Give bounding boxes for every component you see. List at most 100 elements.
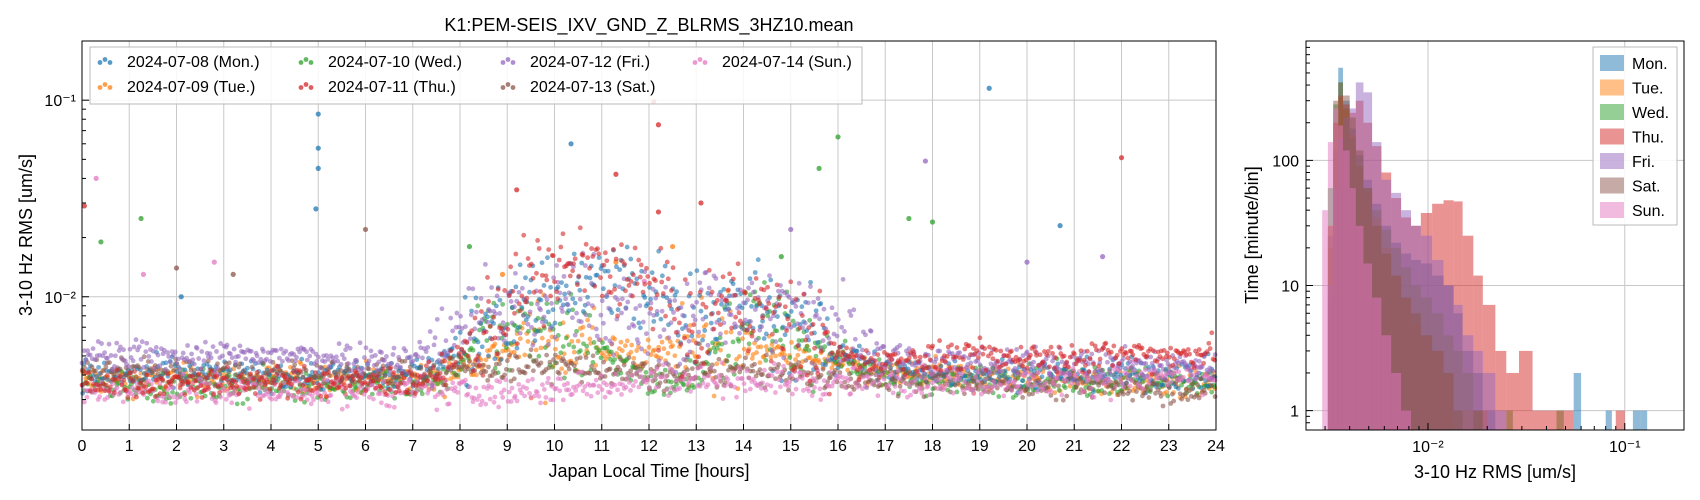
scatter-point: [805, 300, 811, 306]
scatter-point: [703, 304, 709, 310]
scatter-point: [447, 355, 453, 361]
scatter-point: [556, 371, 562, 376]
scatter-point: [1193, 376, 1199, 382]
scatter-point: [619, 242, 624, 248]
scatter-point: [1107, 366, 1113, 372]
scatter-point: [628, 368, 633, 374]
scatter-point: [548, 293, 553, 299]
scatter-point: [304, 349, 309, 355]
scatter-point: [475, 303, 481, 309]
scatter-point: [102, 350, 108, 355]
scatter-point: [804, 372, 810, 378]
scatter-point: [924, 365, 929, 371]
scatter-point: [663, 374, 668, 380]
scatter-point: [996, 394, 1002, 399]
scatter-point: [1134, 389, 1139, 394]
scatter-point: [820, 322, 826, 328]
scatter-point: [985, 384, 991, 390]
scatter-point: [1166, 368, 1172, 374]
scatter-point: [517, 336, 523, 342]
scatter-point: [692, 317, 698, 323]
scatter-point: [140, 390, 146, 396]
scatter-point: [750, 328, 756, 334]
scatter-point: [546, 365, 552, 371]
scatter-point: [792, 365, 798, 371]
scatter-point: [527, 289, 532, 295]
scatter-point: [523, 275, 528, 281]
scatter-point: [1208, 383, 1214, 389]
scatter-point: [385, 381, 391, 386]
scatter-point: [711, 393, 717, 399]
scatter-point: [434, 407, 440, 413]
scatter-point: [558, 376, 564, 382]
scatter-point: [609, 310, 615, 316]
scatter-point: [850, 361, 856, 367]
scatter-point: [1180, 374, 1186, 380]
scatter-point: [347, 345, 353, 351]
scatter-point: [1146, 395, 1152, 400]
scatter-point: [207, 351, 213, 357]
scatter-point: [493, 370, 498, 376]
scatter-point: [687, 323, 693, 328]
scatter-point: [907, 369, 913, 375]
scatter-point: [503, 366, 509, 372]
scatter-point: [1059, 392, 1065, 398]
scatter-point: [211, 391, 216, 397]
scatter-point: [403, 348, 409, 354]
scatter-point: [133, 337, 139, 343]
scatter-point: [240, 401, 246, 406]
scatter-point: [1067, 372, 1073, 378]
scatter-point: [328, 392, 334, 398]
scatter-point: [635, 364, 641, 369]
scatter-point: [589, 246, 595, 251]
scatter-point: [483, 357, 489, 363]
scatter-point: [599, 293, 605, 299]
scatter-point: [120, 399, 126, 405]
scatter-point: [675, 307, 680, 312]
scatter-point: [794, 321, 800, 327]
scatter-point: [629, 373, 635, 378]
scatter-point: [508, 264, 514, 270]
scatter-point: [807, 382, 813, 388]
scatter-point: [472, 315, 478, 321]
scatter-point: [480, 372, 486, 378]
scatter-point: [405, 390, 411, 396]
scatter-point: [674, 377, 680, 383]
scatter-point: [1048, 374, 1054, 379]
scatter-point: [775, 314, 780, 319]
scatter-point: [344, 403, 350, 409]
scatter-point: [663, 313, 668, 319]
scatter-point: [900, 366, 906, 372]
scatter-point: [666, 393, 671, 398]
scatter-point: [132, 369, 137, 374]
scatter-point: [612, 357, 617, 363]
scatter-point: [785, 383, 791, 389]
scatter-point: [826, 335, 832, 341]
scatter-point: [733, 324, 739, 329]
scatter-point: [853, 352, 859, 358]
scatter-point: [486, 353, 491, 359]
scatter-point: [184, 399, 189, 405]
scatter-point: [566, 308, 572, 314]
scatter-point: [1030, 391, 1036, 397]
scatter-point: [424, 378, 430, 384]
scatter-point: [776, 362, 782, 367]
scatter-point: [384, 354, 389, 359]
scatter-point: [557, 388, 563, 394]
scatter-point: [121, 377, 127, 383]
scatter-point: [470, 368, 476, 374]
scatter-point: [479, 344, 485, 350]
scatter-point: [787, 355, 793, 360]
scatter-outlier-point: [362, 226, 369, 233]
scatter-point: [871, 379, 876, 385]
scatter-point: [719, 360, 725, 366]
scatter-point: [429, 383, 435, 388]
scatter-point: [648, 300, 654, 306]
scatter-point: [672, 316, 677, 322]
scatter-point: [720, 274, 726, 280]
scatter-point: [1146, 367, 1152, 373]
scatter-point: [815, 340, 821, 345]
scatter-point: [634, 348, 640, 353]
scatter-point: [806, 325, 812, 331]
scatter-point: [594, 272, 600, 278]
